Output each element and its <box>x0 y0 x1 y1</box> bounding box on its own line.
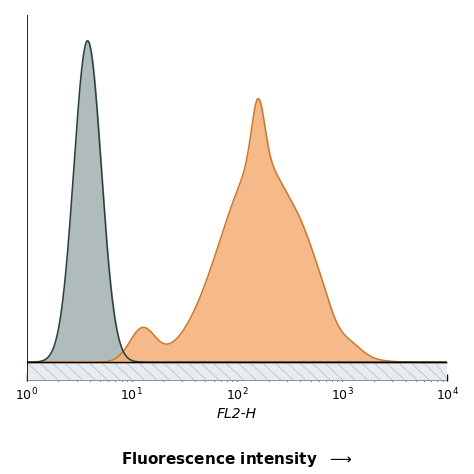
Text: Fluorescence intensity  $\longrightarrow$: Fluorescence intensity $\longrightarrow$ <box>121 450 353 469</box>
X-axis label: FL2-H: FL2-H <box>217 407 257 421</box>
Polygon shape <box>27 362 447 380</box>
